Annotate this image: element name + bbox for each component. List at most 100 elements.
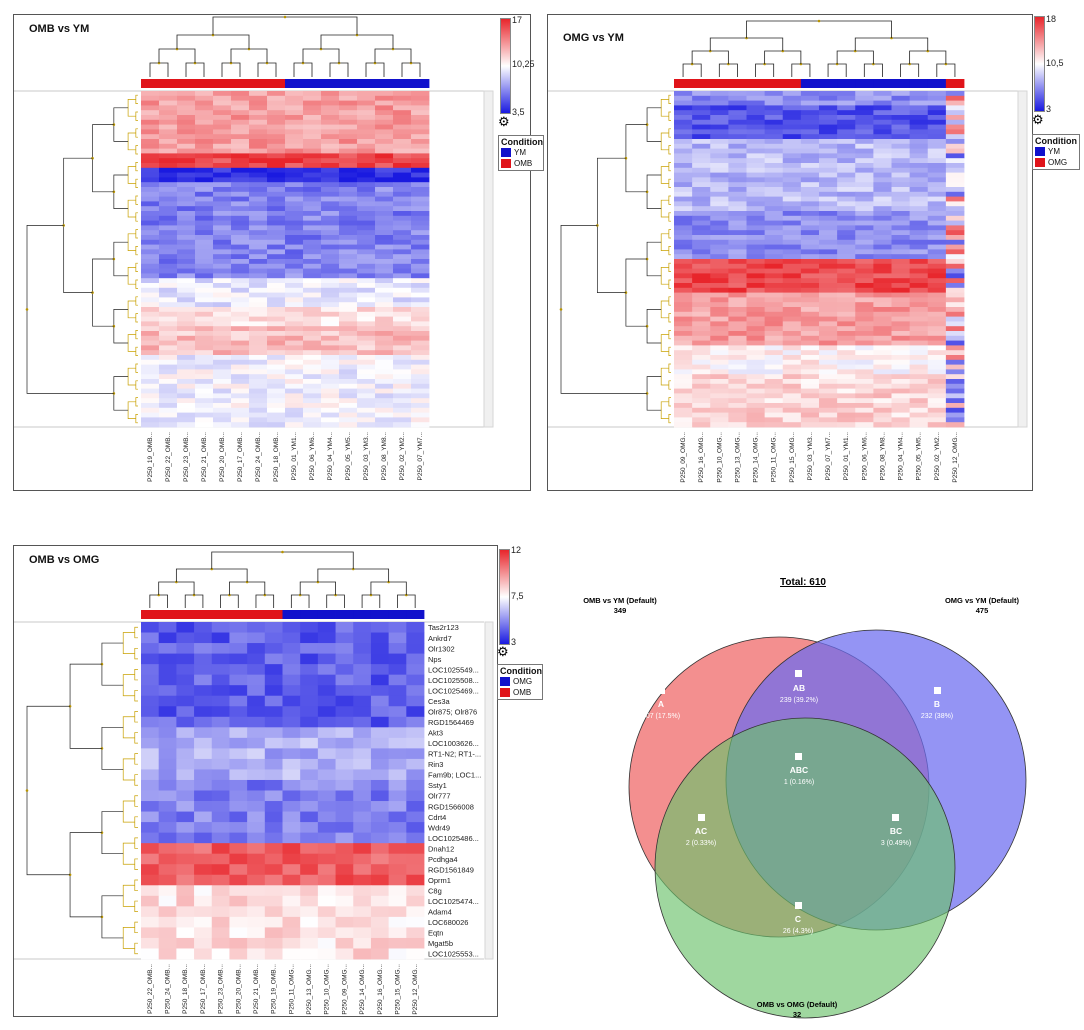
heatmap-cell [411, 263, 430, 269]
heatmap-cell [285, 215, 304, 221]
heatmap-cell [945, 244, 965, 250]
heatmap-cell [764, 249, 784, 255]
heatmap-cell [388, 832, 407, 844]
region-value: 3 (0.49%) [881, 840, 911, 847]
heatmap-cell [692, 263, 711, 269]
row-label: LOC1003626... [428, 739, 479, 748]
group-bar-segment [945, 79, 965, 88]
heatmap-cell [141, 230, 160, 236]
dendrogram-branch [134, 647, 138, 660]
heatmap-cell [406, 885, 425, 897]
heatmap-cell [249, 412, 268, 418]
heatmap-cell [873, 249, 892, 255]
heatmap-cell [300, 737, 319, 749]
dendrogram-branch [122, 927, 135, 949]
heatmap-cell [674, 201, 693, 207]
heatmap-cell [800, 316, 820, 322]
heatmap-cell [267, 134, 286, 140]
heatmap-cell [411, 268, 430, 274]
heatmap-cell [339, 129, 358, 135]
heatmap-cell [335, 853, 354, 865]
heatmap-cell [211, 885, 230, 897]
colorbar-mid: 10,25 [512, 59, 535, 69]
scrollbar-track[interactable] [484, 621, 494, 960]
heatmap-cell [710, 417, 729, 423]
heatmap-cell [213, 393, 232, 399]
dendrogram-branch [135, 145, 138, 155]
heatmap-cell [213, 158, 232, 164]
dendrogram-branch [134, 879, 138, 891]
heatmap-cell [927, 225, 947, 231]
gear-icon[interactable]: ⚙ [498, 114, 510, 129]
heatmap-cell [710, 316, 729, 322]
heatmap-cell [317, 643, 336, 654]
heatmap-cell [674, 273, 693, 279]
heatmap-cell [339, 191, 358, 197]
heatmap-cell [764, 287, 784, 293]
heatmap-cell [764, 177, 784, 183]
heatmap-cell [247, 622, 266, 633]
heatmap-cell [303, 124, 322, 130]
heatmap-cell [375, 191, 394, 197]
heatmap-cell [141, 388, 160, 394]
heatmap-cell [267, 172, 286, 178]
heatmap-cell [357, 105, 376, 111]
heatmap-cell [873, 158, 892, 164]
heatmap-cell [764, 268, 784, 274]
heatmap-cell [927, 374, 947, 380]
heatmap-cell [746, 369, 766, 375]
scrollbar-track[interactable] [483, 90, 494, 428]
column-label: P250_21_OMB... [253, 964, 260, 1014]
heatmap-cell [213, 124, 232, 130]
heatmap-cell [321, 379, 340, 385]
heatmap-cell [411, 201, 430, 207]
heatmap-cell [357, 273, 376, 279]
heatmap-cell [321, 211, 340, 217]
heatmap-cell [710, 206, 729, 212]
heatmap-cell [229, 695, 248, 707]
dendrogram-branch [791, 63, 811, 77]
heatmap-cell [229, 822, 248, 834]
heatmap-cell [194, 727, 213, 739]
dendrogram-branch [134, 690, 138, 702]
heatmap-cell [388, 748, 407, 760]
heatmap-cell [195, 263, 214, 269]
heatmap-cell [339, 316, 358, 322]
column-label: P250_05_YM5... [916, 432, 923, 481]
heatmap-cell [335, 685, 354, 697]
heatmap-cell [375, 239, 394, 245]
heatmap-cell [249, 302, 268, 308]
heatmap-cell [335, 916, 354, 928]
heatmap-cell [339, 321, 358, 327]
heatmap-cell [303, 119, 322, 125]
heatmap-cell [674, 115, 693, 121]
heatmap-cell [213, 187, 232, 193]
heatmap-cell [195, 158, 214, 164]
heatmap-cell [141, 412, 160, 418]
heatmap-cell [891, 393, 911, 399]
dendrogram-branch [230, 48, 268, 63]
heatmap-cell [819, 321, 838, 327]
heatmap-cell [927, 115, 947, 121]
heatmap-cell [321, 307, 340, 313]
heatmap-cell [800, 215, 820, 221]
heatmap-cell [176, 727, 195, 739]
heatmap-cell [873, 340, 892, 346]
heatmap-cell [855, 143, 874, 149]
heatmap-cell [321, 259, 340, 265]
heatmap-cell [406, 906, 425, 918]
heatmap-cell [710, 220, 729, 226]
heatmap-cell [855, 244, 874, 250]
heatmap-cell [406, 779, 425, 791]
scrollbar-track[interactable] [1017, 90, 1028, 428]
dendrogram-branch [113, 241, 129, 277]
heatmap-cell [837, 91, 856, 97]
gear-icon[interactable]: ⚙ [1032, 112, 1044, 127]
heatmap-cell [692, 350, 711, 356]
heatmap-cell [746, 268, 766, 274]
heatmap-cell [819, 273, 838, 279]
heatmap-cell [909, 412, 929, 418]
heatmap-cell [285, 311, 304, 317]
heatmap-cell [927, 326, 947, 332]
gear-icon[interactable]: ⚙ [497, 644, 509, 659]
